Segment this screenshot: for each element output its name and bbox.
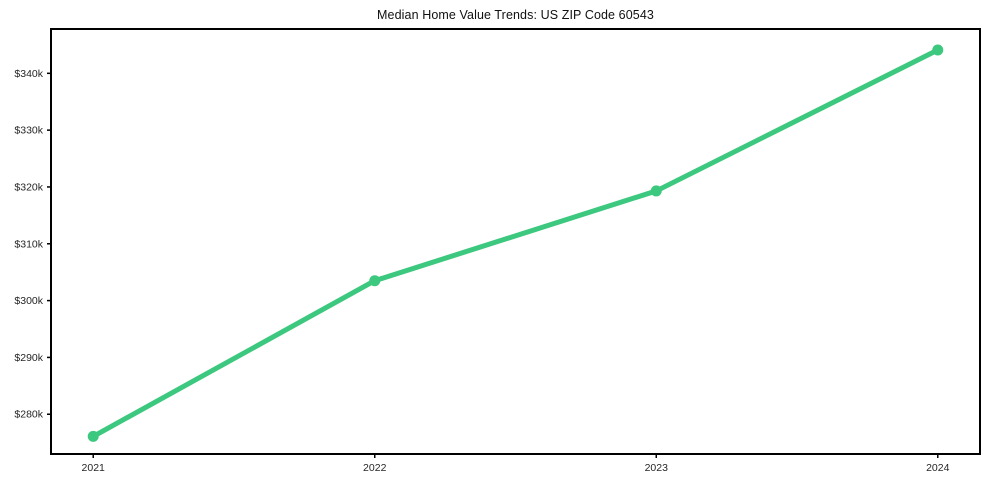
y-tick-label: $280k: [14, 409, 43, 421]
x-tick-label: 2022: [363, 462, 387, 474]
y-tick-label: $330k: [14, 125, 43, 137]
chart-title: Median Home Value Trends: US ZIP Code 60…: [377, 8, 654, 22]
y-tick-label: $340k: [14, 68, 43, 80]
data-point-marker: [650, 185, 662, 197]
plot-frame: [50, 28, 981, 455]
trend-line: [90, 47, 941, 439]
x-tick-label: 2021: [82, 462, 106, 474]
data-point-marker: [87, 430, 99, 442]
x-tick-label: 2024: [926, 462, 950, 474]
y-tick-label: $300k: [14, 295, 43, 307]
y-tick-label: $310k: [14, 238, 43, 250]
data-point-marker: [369, 275, 381, 287]
data-point-marker: [932, 44, 944, 56]
y-tick-label: $290k: [14, 352, 43, 364]
x-tick-label: 2023: [645, 462, 669, 474]
y-tick-label: $320k: [14, 181, 43, 193]
